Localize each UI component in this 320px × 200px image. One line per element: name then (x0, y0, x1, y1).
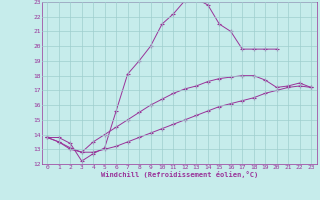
X-axis label: Windchill (Refroidissement éolien,°C): Windchill (Refroidissement éolien,°C) (100, 171, 258, 178)
